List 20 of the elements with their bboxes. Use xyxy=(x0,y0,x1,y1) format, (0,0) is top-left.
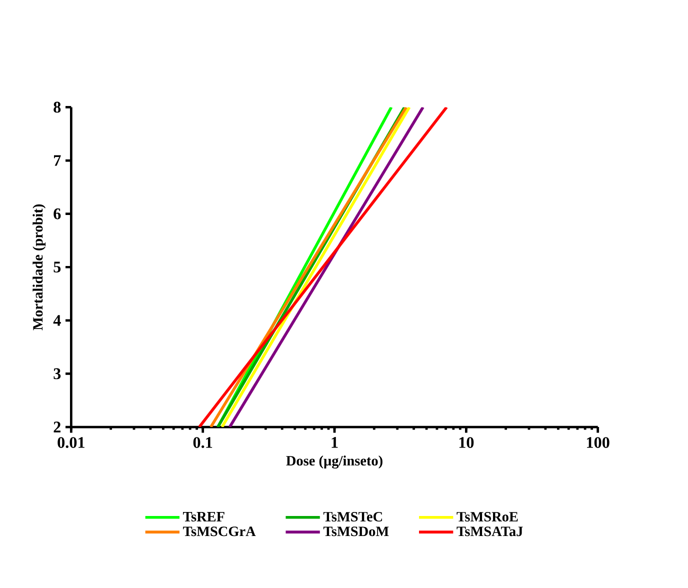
y-tick-label: 4 xyxy=(53,314,61,326)
y-tick-label: 6 xyxy=(54,208,61,220)
legend-label: TsMSCGrA xyxy=(183,526,256,536)
y-tick-label: 2 xyxy=(54,422,60,432)
x-tick-label: 0.01 xyxy=(58,436,84,448)
x-axis-title: Dose (µg/inseto) xyxy=(286,455,382,468)
legend-label: TsMSATaJ xyxy=(456,526,523,536)
y-tick-label: 3 xyxy=(54,368,61,379)
legend-label: TsMSTeC xyxy=(323,512,382,522)
x-tick-label: 10 xyxy=(459,436,474,448)
legend-label: TsMSDoM xyxy=(323,526,389,536)
y-tick-label: 5 xyxy=(54,262,61,272)
legend-label: TsREF xyxy=(183,512,224,522)
x-tick-label: 0.1 xyxy=(193,436,212,448)
y-tick-label: 8 xyxy=(54,102,61,113)
y-axis-title: Mortalidade (probit) xyxy=(32,204,46,330)
x-tick-label: 1 xyxy=(332,436,338,448)
x-tick-label: 100 xyxy=(587,436,610,448)
y-tick-label: 7 xyxy=(54,155,61,166)
legend-label: TsMSRoE xyxy=(456,512,518,522)
